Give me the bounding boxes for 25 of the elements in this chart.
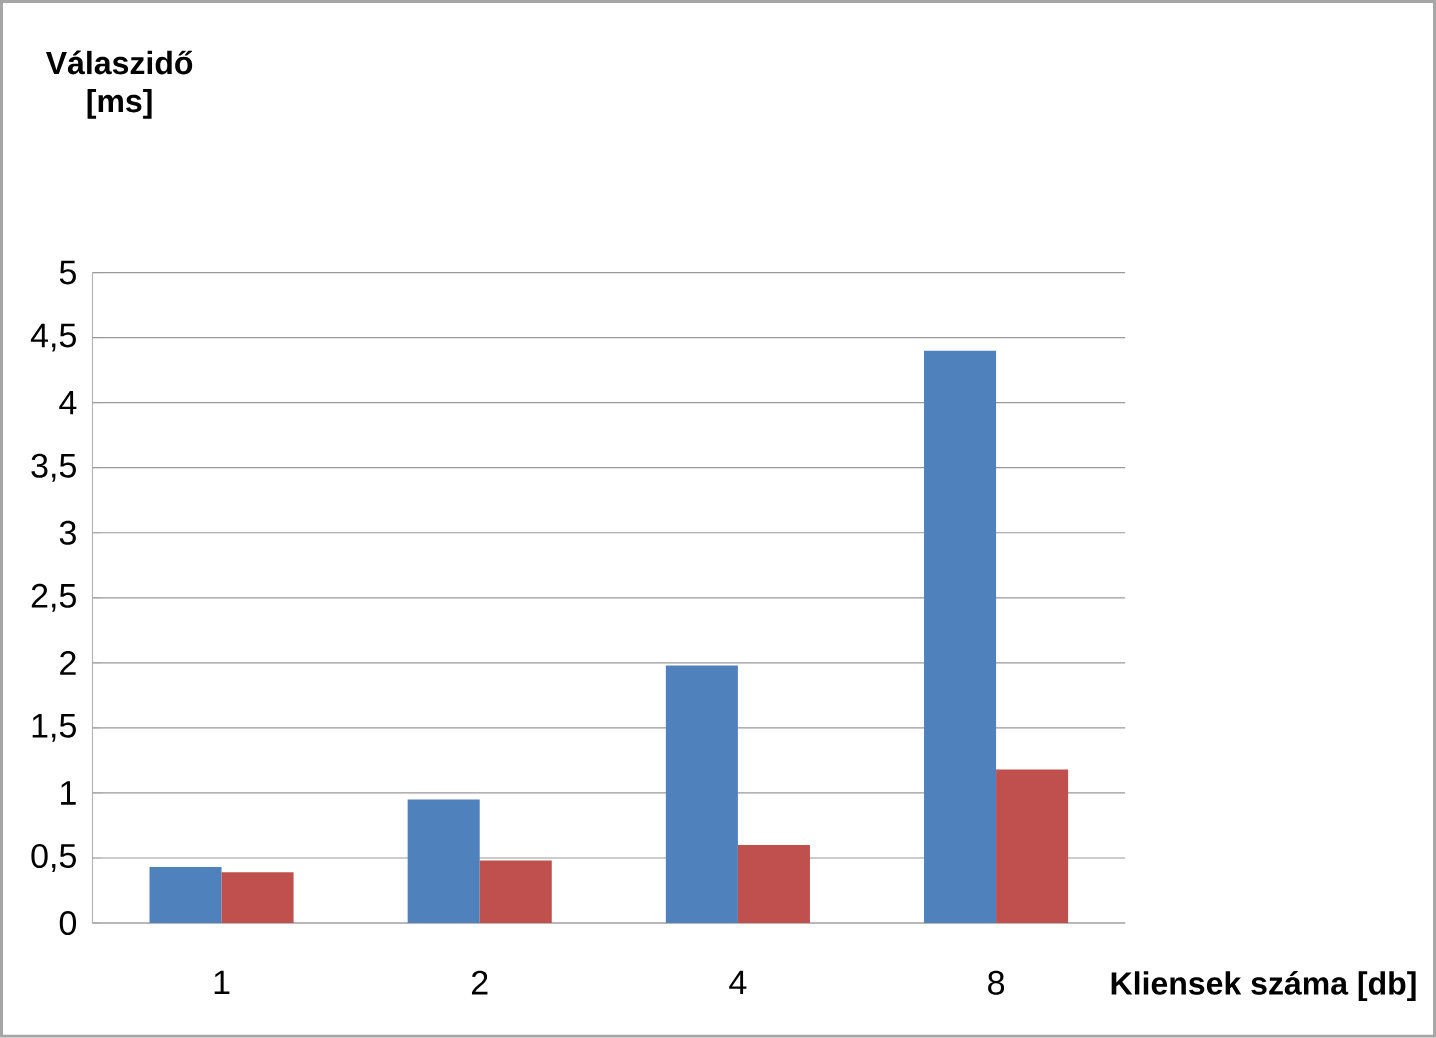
y-tick-label: 2,5 <box>31 583 76 613</box>
x-tick-label: 4 <box>729 970 747 995</box>
bar <box>479 860 552 924</box>
x-tick-label: 2 <box>471 970 488 995</box>
y-tick-label: 3,5 <box>31 453 76 482</box>
y-tick-label: 3 <box>59 520 76 545</box>
y-tick-label: 2 <box>60 651 76 675</box>
x-tick-label: 8 <box>988 970 1005 995</box>
y-tick-label: 4,5 <box>30 323 76 352</box>
x-tick-label: 1 <box>214 970 230 995</box>
bar <box>924 350 997 924</box>
y-tick-label: 0,5 <box>31 844 76 873</box>
bar <box>665 665 738 924</box>
x-axis-title: Kliensek száma [db] <box>1111 971 1416 1002</box>
y-axis-title: Válaszidő [ms] <box>45 50 193 119</box>
bar <box>221 872 294 924</box>
y-tick-label: 1,5 <box>32 714 76 742</box>
bar <box>407 799 480 924</box>
bar <box>737 845 810 924</box>
bar <box>149 867 222 924</box>
y-tick-label: 1 <box>61 781 76 805</box>
y-tick-label: 0 <box>59 911 77 936</box>
y-tick-label: 5 <box>59 260 76 285</box>
y-tick-label: 4 <box>59 391 77 415</box>
bar <box>996 769 1069 924</box>
